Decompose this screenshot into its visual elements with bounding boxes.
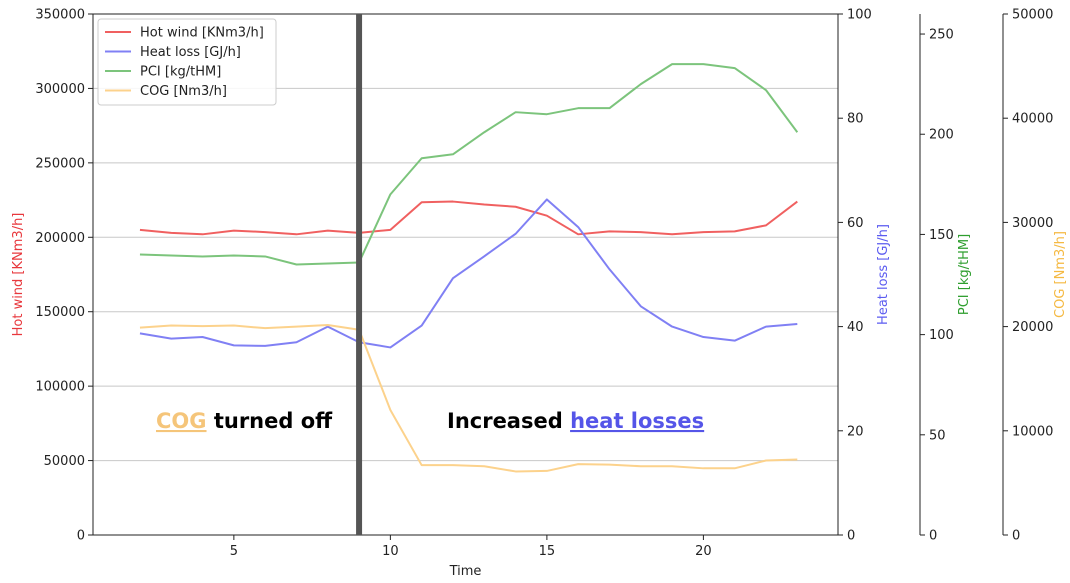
hot-wind-tick-label: 300000 [35, 82, 85, 97]
heat-loss-tick-label: 80 [847, 112, 864, 127]
cog-tick-label: 10000 [1012, 424, 1053, 439]
series-line-hot [140, 202, 797, 235]
legend-label-hot: Hot wind [KNm3/h] [140, 26, 264, 41]
cog-tick-label: 40000 [1012, 112, 1053, 127]
cog-tick-label: 50000 [1012, 8, 1053, 23]
annotation-part: COG [156, 409, 207, 433]
annotation-part: turned off [207, 409, 334, 433]
heat-loss-tick-label: 0 [847, 529, 855, 544]
cog-axis-label: COG [Nm3/h] [1053, 231, 1068, 318]
annotation-2: Increased heat losses [447, 409, 704, 433]
legend-label-heat: Heat loss [GJ/h] [140, 45, 241, 60]
pci-axis-label: PCI [kg/tHM] [957, 234, 972, 315]
x-axis-label: Time [449, 564, 482, 579]
pci-tick-label: 50 [929, 428, 946, 443]
heat-loss-tick-label: 60 [847, 216, 864, 231]
legend-label-cog: COG [Nm3/h] [140, 84, 227, 99]
heat-loss-tick-label: 20 [847, 424, 864, 439]
hot-wind-tick-label: 150000 [35, 305, 85, 320]
pci-tick-label: 100 [929, 328, 954, 343]
annotation-part: Increased [447, 409, 570, 433]
pci-tick-label: 200 [929, 128, 954, 143]
legend-label-pci: PCI [kg/tHM] [140, 65, 221, 80]
hot-wind-tick-label: 0 [77, 529, 85, 544]
hot-wind-tick-label: 200000 [35, 231, 85, 246]
pci-tick-label: 250 [929, 28, 954, 43]
x-tick-label: 15 [539, 544, 556, 559]
heat-loss-tick-label: 100 [847, 8, 872, 23]
cog-tick-label: 30000 [1012, 216, 1053, 231]
x-tick-label: 10 [382, 544, 399, 559]
series-line-cog [140, 325, 797, 471]
heat-loss-tick-label: 40 [847, 320, 864, 335]
hot-wind-axis-label: Hot wind [KNm3/h] [11, 213, 26, 337]
cog-tick-label: 0 [1012, 529, 1020, 544]
hot-wind-tick-label: 100000 [35, 380, 85, 395]
pci-tick-label: 0 [929, 529, 937, 544]
annotation-1: COG turned off [156, 409, 333, 433]
hot-wind-tick-label: 350000 [35, 8, 85, 23]
hot-wind-tick-label: 50000 [44, 454, 85, 469]
pci-tick-label: 150 [929, 228, 954, 243]
x-tick-label: 20 [695, 544, 712, 559]
x-tick-label: 5 [230, 544, 238, 559]
hot-wind-tick-label: 250000 [35, 156, 85, 171]
annotation-part: heat losses [570, 409, 704, 433]
heat-loss-axis-label: Heat loss [GJ/h] [876, 224, 891, 325]
cog-tick-label: 20000 [1012, 320, 1053, 335]
